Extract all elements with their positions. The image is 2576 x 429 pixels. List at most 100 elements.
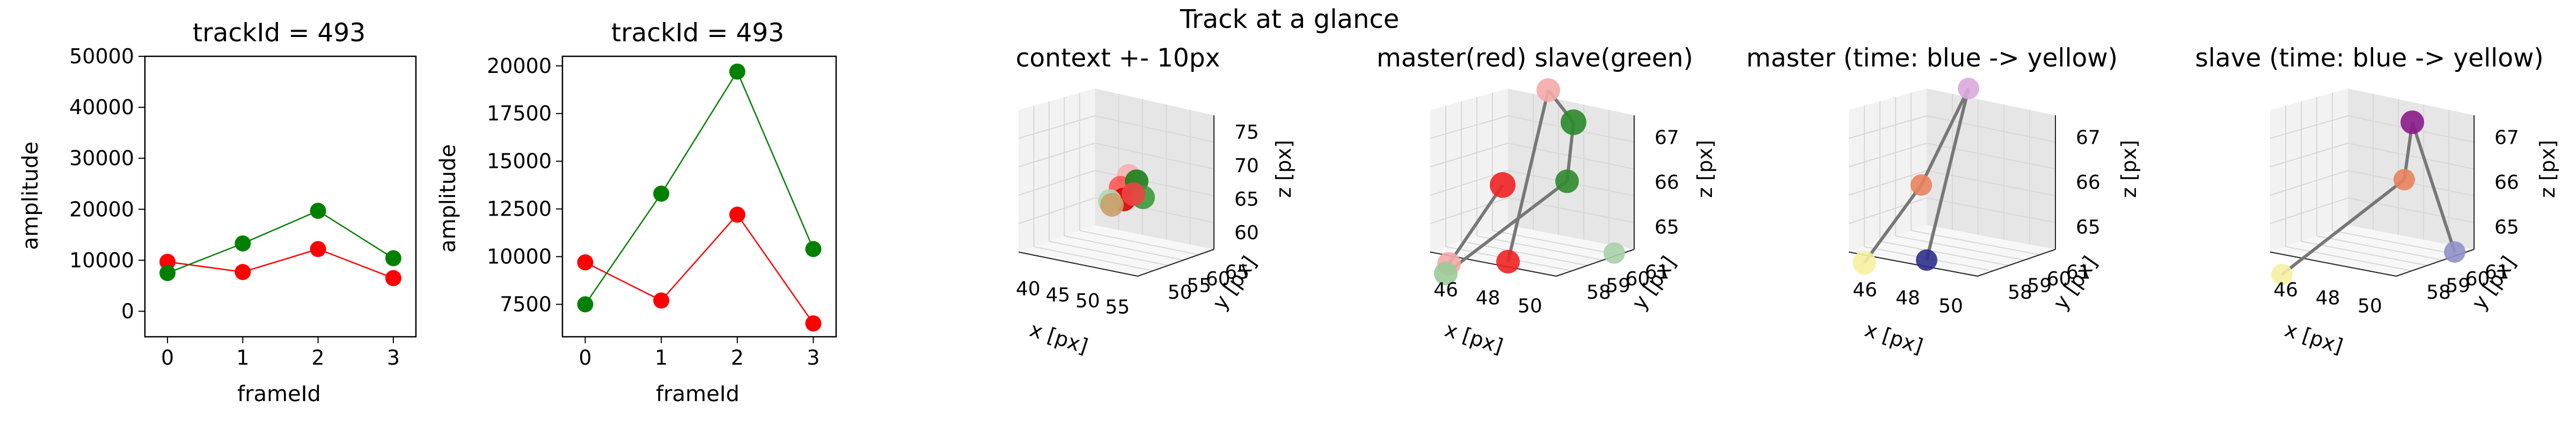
z-tick-label: 65 <box>1234 188 1259 210</box>
series-0-line <box>584 213 814 324</box>
track-point <box>1555 169 1579 193</box>
track-point <box>1496 250 1520 273</box>
z-axis-label: z [px] <box>1272 140 1296 198</box>
chart-2-title: trackId = 493 <box>611 18 784 48</box>
x-tick-label: 55 <box>1105 296 1130 318</box>
track-point <box>1536 78 1560 102</box>
scatter3d-slave-time: slave (time: blue -> yellow) 46 48 5058596… <box>2195 43 2559 358</box>
series-0-point <box>235 264 251 280</box>
grid-line <box>1018 115 1214 143</box>
z-tick-label: 66 <box>2076 172 2101 194</box>
grid-line <box>1848 142 2056 169</box>
amplitude-chart-1: trackId = 493 frameId amplitude 0 1 2 3 0 100… <box>18 18 417 406</box>
y-tick-label: 10000 <box>487 245 552 269</box>
grid-line <box>1049 241 1168 266</box>
y-axis-line <box>1977 249 2056 277</box>
grid-line <box>2270 115 2475 143</box>
y-tick-label: 40000 <box>69 95 134 119</box>
chart-1-xlabel: frameId <box>237 382 321 406</box>
x-tick-label: 3 <box>387 346 400 369</box>
chart-1-title: trackId = 493 <box>193 18 365 48</box>
x-tick-label: 3 <box>807 346 819 369</box>
track-point <box>1911 174 1932 196</box>
scatter3d-master-time: master (time: blue -> yellow) 46 48 50 5859… <box>1746 43 2141 358</box>
z-tick-label: 66 <box>1655 172 1679 194</box>
y-tick-label: 61 <box>2066 261 2091 283</box>
y-tick-label: 59 <box>2027 275 2052 297</box>
z-tick-label: 67 <box>2076 127 2101 149</box>
x-tick-label: 48 <box>2316 287 2340 309</box>
track-segment <box>1863 184 1923 264</box>
pane-left <box>2270 88 2348 252</box>
track-point <box>2401 110 2424 134</box>
y-tick-label: 58 <box>2008 282 2032 304</box>
grid-line <box>2270 142 2475 169</box>
x-axis-label: x [px] <box>1442 317 1506 358</box>
track-point <box>2444 241 2465 263</box>
grid-line <box>2301 241 2428 266</box>
x-tick-label: 45 <box>1045 284 1070 306</box>
x-axis-line <box>1018 252 1138 277</box>
z-axis-label: z [px] <box>2117 140 2141 198</box>
series-0-point <box>159 254 176 270</box>
track-segment <box>1920 87 1970 186</box>
x-tick-label: 50 <box>1075 290 1100 312</box>
grid-line <box>2285 246 2412 271</box>
series-0-point <box>729 206 745 223</box>
series-1-point <box>235 235 251 252</box>
y-tick-label: 20000 <box>69 197 134 221</box>
grid-line <box>1895 235 2025 261</box>
pane-floor <box>1019 225 1214 276</box>
y-tick-label: 65 <box>1225 261 1249 283</box>
y-tick-label: 7500 <box>500 293 552 316</box>
x-tick-label: 1 <box>655 346 668 369</box>
series-0-point <box>653 292 670 309</box>
series-1-line <box>167 210 394 274</box>
series-1-point <box>653 186 670 202</box>
grid-line <box>1018 197 1214 224</box>
x-tick-label: 0 <box>161 346 174 369</box>
y-tick-label: 61 <box>2485 261 2509 283</box>
track-segment <box>1925 88 1970 261</box>
scatter3d-context: context +- 10px 40 45 50 555055606575706560… <box>1016 43 1296 358</box>
grid-line <box>1848 197 2056 224</box>
series-0-point <box>310 241 326 257</box>
grid-line <box>1879 241 2009 266</box>
z-tick-label: 70 <box>1234 155 1259 177</box>
pane-left <box>1019 88 1095 252</box>
y-tick-label: 30000 <box>69 146 134 170</box>
y-tick-label: 60 <box>1206 268 1231 290</box>
track-point <box>2394 169 2415 190</box>
track-point <box>1100 193 1124 217</box>
x-tick-label: 0 <box>579 346 591 369</box>
x-tick-label: 2 <box>312 346 325 369</box>
x-tick-label: 46 <box>2273 279 2298 301</box>
grid-line <box>1430 197 1635 224</box>
pane-right <box>1095 88 1214 249</box>
pane-floor <box>1849 225 2055 276</box>
series-0-point <box>805 315 822 332</box>
z-tick-label: 66 <box>2494 172 2519 194</box>
track-point <box>1604 242 1625 264</box>
x-tick-label: 48 <box>1476 287 1501 309</box>
grid-line <box>1430 115 1635 143</box>
track-point <box>1916 249 1937 271</box>
series-1-point <box>729 63 745 80</box>
master-time-title: master (time: blue -> yellow) <box>1746 43 2118 73</box>
y-tick-label: 15000 <box>487 150 552 173</box>
track-point <box>1958 78 1979 99</box>
series-1-point <box>805 241 822 257</box>
grid-line <box>1034 246 1153 271</box>
series-1-line <box>584 70 814 305</box>
track-segment <box>1506 90 1550 262</box>
track-point <box>1561 109 1586 135</box>
z-axis-label: z [px] <box>2536 140 2559 198</box>
pane-right <box>1927 88 2055 249</box>
track-segment <box>2281 178 2405 276</box>
grid-line <box>1018 142 1214 169</box>
y-tick-label: 50000 <box>69 45 134 68</box>
chart-2-ylabel: amplitude <box>436 144 460 253</box>
grid-line <box>1476 235 1604 261</box>
y-tick-label: 58 <box>2426 282 2451 304</box>
track-segment <box>2411 122 2456 253</box>
